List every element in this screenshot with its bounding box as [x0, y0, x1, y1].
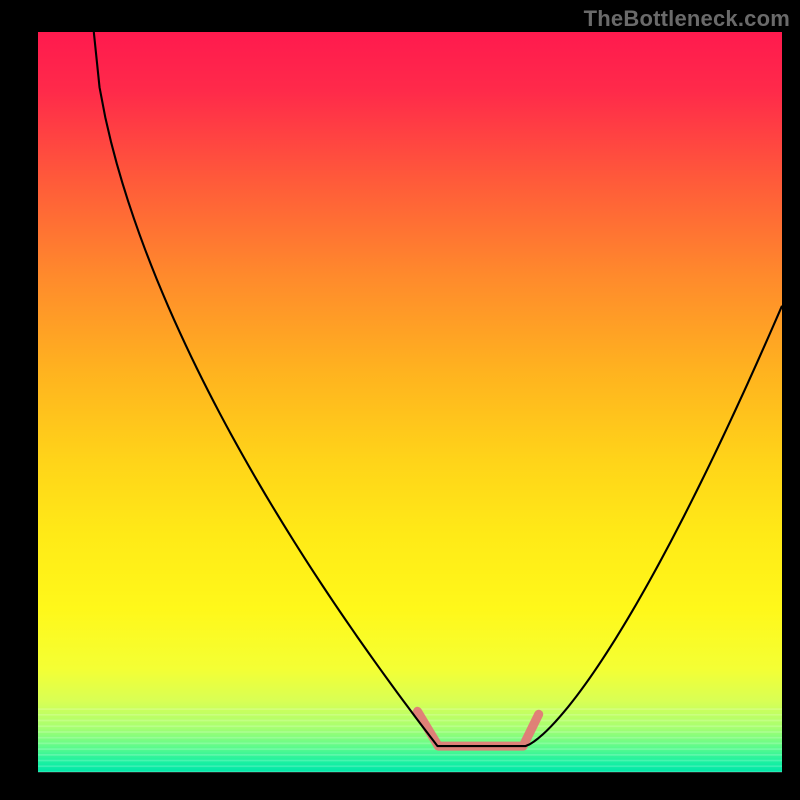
- gradient-background: [38, 32, 782, 772]
- watermark-text: TheBottleneck.com: [584, 6, 790, 32]
